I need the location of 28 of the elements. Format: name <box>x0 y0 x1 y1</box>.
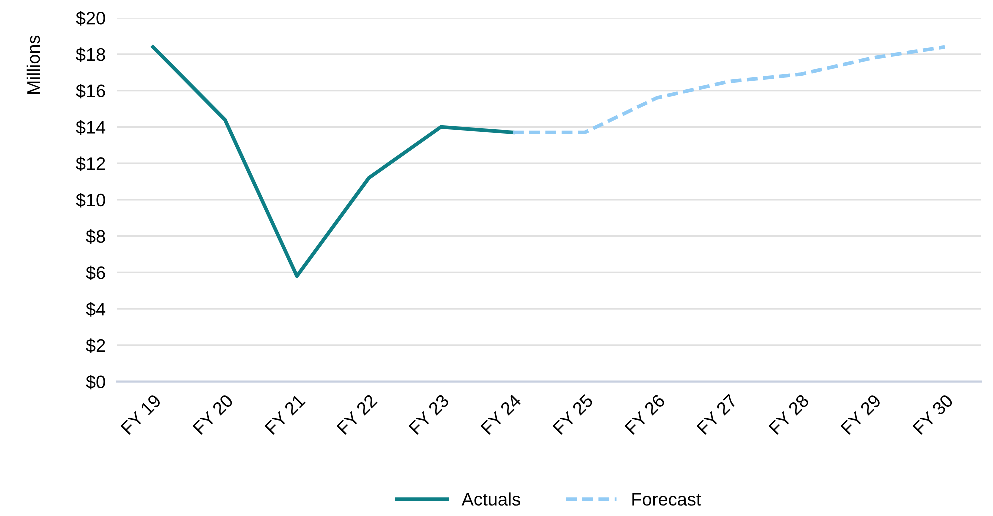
x-tick-label: FY 23 <box>408 394 450 436</box>
line-series <box>151 45 515 278</box>
legend-label: Actuals <box>462 492 520 506</box>
x-tick-label: FY 26 <box>624 394 666 436</box>
legend-label: Forecast <box>632 493 702 506</box>
x-tick-label: FY 27 <box>696 394 738 435</box>
y-tick-label: $10 <box>76 193 106 208</box>
line-series <box>511 45 947 134</box>
y-tick-label: $12 <box>76 156 106 172</box>
y-tick-label: $2 <box>86 338 106 354</box>
x-tick-label: FY 25 <box>552 394 594 436</box>
x-tick-label: FY 21 <box>264 394 306 435</box>
y-tick-label: $4 <box>86 302 106 317</box>
x-tick-label: FY 22 <box>336 394 378 435</box>
y-tick-label: $18 <box>76 48 106 62</box>
y-tick-label: $6 <box>86 266 106 280</box>
y-axis-title: Millions <box>26 36 40 94</box>
x-tick-label: FY 30 <box>912 394 954 436</box>
x-tick-label: FY 28 <box>768 394 810 436</box>
y-tick-label: $0 <box>86 375 106 390</box>
y-tick-label: $14 <box>76 120 106 135</box>
x-tick-label: FY 19 <box>120 394 162 436</box>
y-tick-label: $16 <box>76 84 106 99</box>
x-tick-label: FY 24 <box>480 394 522 435</box>
x-tick-label: FY 29 <box>840 394 882 436</box>
y-tick-label: $8 <box>86 230 106 244</box>
y-tick-label: $20 <box>76 11 106 26</box>
x-tick-label: FY 20 <box>192 394 234 436</box>
